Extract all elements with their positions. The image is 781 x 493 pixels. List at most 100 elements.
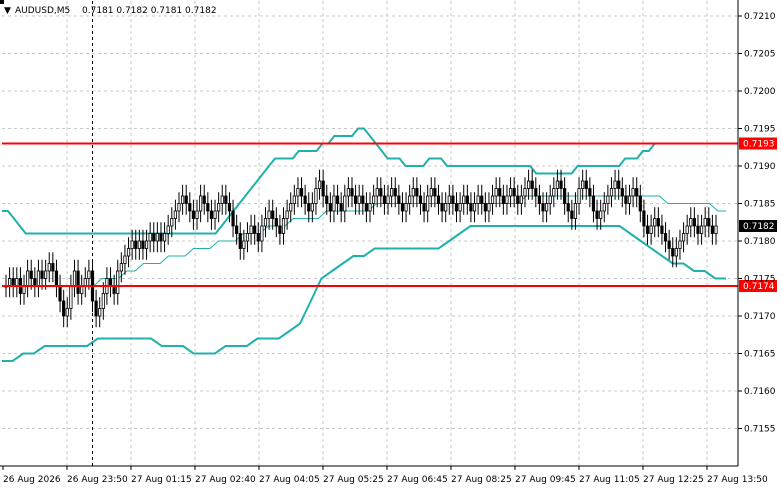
candle bbox=[400, 192, 405, 223]
candle bbox=[581, 169, 585, 200]
candle bbox=[346, 177, 350, 208]
candle bbox=[292, 184, 296, 215]
candle-body bbox=[490, 195, 495, 204]
candle-body bbox=[523, 188, 527, 197]
candle bbox=[685, 214, 689, 245]
candle bbox=[289, 192, 293, 223]
candle-body bbox=[130, 240, 134, 249]
candle-body bbox=[703, 218, 707, 227]
candle-body bbox=[188, 203, 192, 212]
candle-body bbox=[609, 188, 614, 197]
candle-body bbox=[343, 195, 347, 212]
candle-body bbox=[689, 218, 693, 227]
candle bbox=[516, 184, 520, 215]
candle-body bbox=[307, 203, 311, 212]
candle bbox=[368, 192, 372, 223]
candle bbox=[645, 214, 650, 245]
candle-body bbox=[595, 210, 599, 219]
candle bbox=[242, 229, 246, 260]
candle-body bbox=[353, 195, 358, 204]
candle-body bbox=[206, 203, 210, 212]
candle bbox=[231, 199, 235, 238]
bollinger-upper-band bbox=[2, 127, 726, 235]
y-tick-label: 0.7205 bbox=[744, 50, 776, 60]
candle-body bbox=[382, 195, 387, 204]
candle-body bbox=[245, 233, 250, 242]
candle-body bbox=[462, 195, 466, 204]
candle bbox=[51, 252, 55, 283]
candle-body bbox=[472, 203, 477, 212]
candle-body bbox=[180, 195, 185, 204]
candle-body bbox=[422, 203, 426, 212]
candle-body bbox=[36, 270, 41, 287]
candle bbox=[613, 169, 617, 200]
candle bbox=[469, 192, 473, 223]
candle-body bbox=[631, 188, 635, 197]
header-dropdown-icon[interactable]: ▼ bbox=[4, 6, 11, 16]
candle-body bbox=[415, 188, 419, 197]
candle bbox=[260, 214, 264, 253]
candle bbox=[653, 207, 657, 238]
candle bbox=[245, 222, 250, 253]
candle bbox=[278, 214, 282, 245]
horizontal-levels[interactable]: 0.7193 0.7174 bbox=[2, 137, 777, 293]
candle bbox=[141, 229, 145, 260]
candle-body bbox=[613, 180, 617, 189]
candle bbox=[296, 177, 300, 208]
candle bbox=[570, 199, 574, 230]
candle-body bbox=[674, 248, 678, 257]
candle bbox=[656, 207, 660, 238]
candle-body bbox=[148, 233, 152, 242]
candle-body bbox=[379, 188, 383, 197]
x-tick-label: 27 Aug 12:25 bbox=[643, 475, 704, 485]
candle bbox=[415, 177, 419, 208]
candle-body bbox=[202, 195, 206, 204]
candle bbox=[332, 184, 336, 223]
x-tick-label: 26 Aug 23:50 bbox=[67, 475, 128, 485]
candle bbox=[199, 184, 203, 223]
candle-body bbox=[696, 225, 700, 234]
candle-body bbox=[653, 218, 657, 227]
level-price-label: 0.7193 bbox=[743, 140, 775, 150]
candle-body bbox=[685, 225, 689, 234]
candle bbox=[710, 214, 714, 245]
candle bbox=[501, 184, 505, 215]
candle-body bbox=[271, 210, 275, 219]
candle bbox=[263, 207, 268, 238]
candle bbox=[487, 192, 491, 223]
candle bbox=[530, 169, 534, 200]
candle-body bbox=[656, 218, 660, 227]
candle bbox=[65, 297, 69, 328]
candle-body bbox=[404, 203, 408, 212]
candle bbox=[447, 184, 451, 215]
candle-body bbox=[260, 225, 264, 242]
candle-body bbox=[65, 308, 69, 317]
candle bbox=[707, 207, 711, 238]
candle bbox=[433, 177, 437, 208]
candle-body bbox=[516, 195, 520, 204]
candle bbox=[599, 199, 603, 230]
candle bbox=[29, 259, 33, 290]
candle bbox=[339, 192, 343, 223]
candle bbox=[609, 177, 614, 208]
candle-body bbox=[328, 203, 332, 212]
candle bbox=[144, 229, 149, 260]
candle-body bbox=[635, 188, 639, 197]
candle-body bbox=[361, 195, 365, 204]
candle bbox=[191, 199, 196, 230]
candle-body bbox=[58, 285, 62, 302]
candle-body bbox=[555, 180, 560, 189]
candle-body bbox=[458, 203, 462, 212]
candle-body bbox=[126, 248, 131, 257]
candle bbox=[584, 169, 588, 200]
candle bbox=[480, 184, 484, 215]
candle bbox=[699, 214, 704, 245]
candle bbox=[523, 177, 527, 208]
candle-body bbox=[537, 195, 542, 204]
candle-body bbox=[285, 210, 289, 219]
candle-body bbox=[112, 285, 116, 294]
candle-body bbox=[155, 233, 159, 242]
candle bbox=[98, 297, 102, 328]
